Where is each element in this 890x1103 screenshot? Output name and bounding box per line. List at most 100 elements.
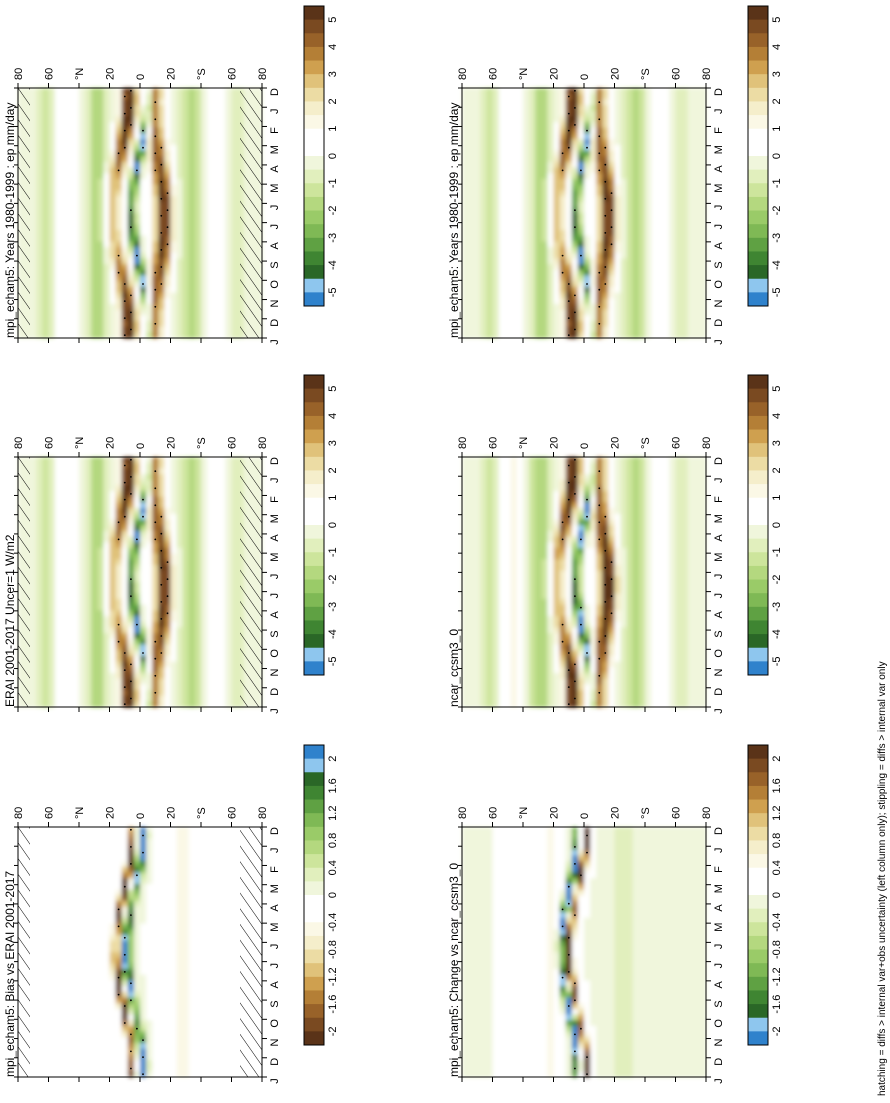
panel-title: mpi_echam5: Change vs ncar_ccsm3_0 bbox=[447, 863, 461, 1077]
colorbar-label: 0 bbox=[771, 892, 783, 898]
colorbar-label: 3 bbox=[771, 71, 783, 77]
colorbar-label: 0.4 bbox=[327, 860, 339, 875]
lat-label: 0 bbox=[579, 74, 591, 80]
month-label: J bbox=[713, 847, 725, 853]
lat-label: 60 bbox=[44, 437, 56, 449]
heatmap-field bbox=[18, 457, 263, 708]
month-label: A bbox=[269, 981, 281, 989]
colorbar-label: 0.8 bbox=[327, 833, 339, 848]
lat-label: °S bbox=[196, 807, 208, 819]
colorbar-label: -4 bbox=[327, 260, 339, 270]
month-label: A bbox=[713, 534, 725, 542]
colorbar-label: 5 bbox=[327, 17, 339, 23]
heatmap-field bbox=[18, 827, 263, 1078]
month-label: O bbox=[269, 280, 281, 289]
colorbar-label: 2 bbox=[327, 467, 339, 473]
colorbar-label: 1.6 bbox=[771, 778, 783, 793]
colorbar-label: 1 bbox=[327, 495, 339, 501]
month-label: M bbox=[713, 553, 725, 562]
month-label: S bbox=[269, 261, 281, 268]
lat-label: 20 bbox=[610, 68, 622, 80]
month-label: S bbox=[713, 1000, 725, 1007]
month-label: J bbox=[269, 963, 281, 969]
month-label: O bbox=[269, 1019, 281, 1028]
month-label: S bbox=[713, 630, 725, 637]
hatch-south bbox=[240, 827, 262, 1077]
colorbar-label: -1.2 bbox=[771, 967, 783, 986]
lat-label: 60 bbox=[44, 68, 56, 80]
month-label: A bbox=[269, 242, 281, 250]
colorbar-frame bbox=[303, 5, 325, 307]
colorbar-label: 1.2 bbox=[771, 806, 783, 821]
month-label: A bbox=[713, 904, 725, 912]
panel-p5: mpi_echam5: Bias vs ERAI 2001-2017 D J F M A M… bbox=[3, 744, 339, 1084]
month-label: J bbox=[713, 224, 725, 230]
month-label: F bbox=[713, 496, 725, 503]
month-label: D bbox=[713, 88, 725, 96]
lat-label: 20 bbox=[610, 807, 622, 819]
lat-label: 60 bbox=[671, 68, 683, 80]
colorbar-label: 5 bbox=[771, 386, 783, 392]
colorbar-label: -4 bbox=[771, 629, 783, 639]
colorbar: 5 4 3 2 1 0 -1 -2 -3 -4 -5 bbox=[303, 5, 339, 307]
month-label: D bbox=[269, 827, 281, 835]
month-label: D bbox=[713, 457, 725, 465]
colorbar-label: -1 bbox=[327, 178, 339, 188]
month-label: N bbox=[269, 1039, 281, 1047]
lat-label: 80 bbox=[13, 68, 25, 80]
month-label: F bbox=[269, 866, 281, 873]
month-label: M bbox=[269, 514, 281, 523]
lat-label: 80 bbox=[701, 68, 713, 80]
colorbar-label: -0.4 bbox=[771, 913, 783, 932]
month-label: J bbox=[713, 477, 725, 483]
lat-label: 20 bbox=[610, 437, 622, 449]
lat-label: 60 bbox=[488, 68, 500, 80]
month-label: S bbox=[269, 630, 281, 637]
month-label: A bbox=[269, 611, 281, 619]
lat-label: °N bbox=[518, 437, 530, 449]
panel-title: mpi_echam5: Years 1980-1999 : ep mm/day bbox=[3, 103, 17, 338]
colorbar-label: -4 bbox=[327, 629, 339, 639]
colorbar-label: 1.6 bbox=[327, 778, 339, 793]
lat-label: 20 bbox=[549, 807, 561, 819]
hatch-south bbox=[240, 88, 262, 338]
heatmap-field bbox=[462, 827, 707, 1078]
heatmap-field bbox=[462, 457, 707, 708]
month-label: F bbox=[269, 496, 281, 503]
colorbar-label: 4 bbox=[771, 413, 783, 419]
colorbar-label: 1 bbox=[771, 126, 783, 132]
lat-label: 80 bbox=[257, 437, 269, 449]
lat-label: °N bbox=[518, 68, 530, 80]
month-label: J bbox=[713, 593, 725, 599]
lat-label: °N bbox=[74, 807, 86, 819]
month-label: J bbox=[713, 574, 725, 580]
colorbar-label: -1.2 bbox=[327, 967, 339, 986]
colorbar-label: 3 bbox=[771, 440, 783, 446]
lat-label: 0 bbox=[579, 443, 591, 449]
month-label: D bbox=[269, 88, 281, 96]
lat-label: 60 bbox=[671, 437, 683, 449]
lat-label: °N bbox=[518, 807, 530, 819]
month-label: J bbox=[713, 963, 725, 969]
month-label: N bbox=[713, 300, 725, 308]
lat-label: 80 bbox=[257, 68, 269, 80]
colorbar-label: 4 bbox=[771, 44, 783, 50]
lat-label: °S bbox=[640, 437, 652, 449]
colorbar-label: -2 bbox=[327, 575, 339, 585]
colorbar-label: -0.8 bbox=[327, 940, 339, 959]
colorbar-label: 4 bbox=[327, 44, 339, 50]
lat-label: 20 bbox=[166, 68, 178, 80]
colorbar-label: 0 bbox=[771, 153, 783, 159]
month-label: J bbox=[713, 708, 725, 714]
lat-label: °N bbox=[74, 437, 86, 449]
colorbar-label: 2 bbox=[327, 98, 339, 104]
lat-label: 80 bbox=[457, 437, 469, 449]
lat-label: °N bbox=[74, 68, 86, 80]
colorbar-label: -2 bbox=[327, 206, 339, 216]
month-label: D bbox=[713, 688, 725, 696]
month-label: M bbox=[713, 923, 725, 932]
lat-label: 20 bbox=[549, 68, 561, 80]
colorbar: 2 1.6 1.2 0.8 0.4 0 -0.4 -0.8 -1.2 -1.6 -2 bbox=[303, 744, 339, 1046]
